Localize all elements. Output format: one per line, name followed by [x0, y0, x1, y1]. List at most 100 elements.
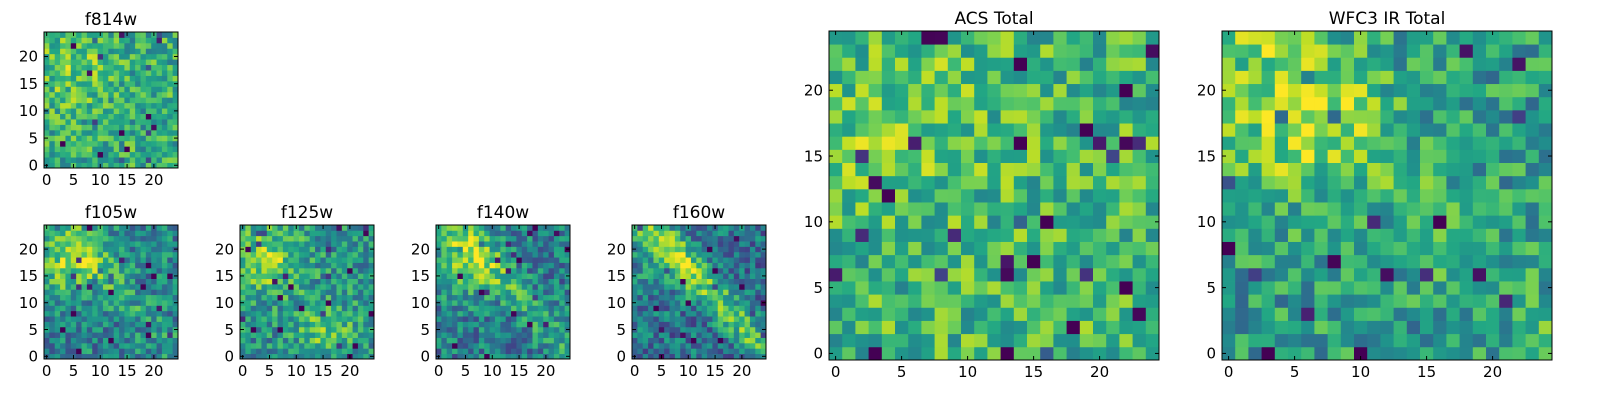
- heatmap-cell: [341, 332, 348, 338]
- heatmap-cell: [54, 283, 61, 290]
- heatmap-cell: [49, 86, 56, 93]
- heatmap-cell: [1393, 96, 1408, 111]
- heatmap-cell: [1066, 267, 1081, 282]
- heatmap-cell: [320, 326, 327, 333]
- heatmap-cell: [288, 337, 294, 344]
- heatmap-cell: [1340, 188, 1355, 203]
- heatmap-cell: [60, 70, 66, 76]
- heatmap-cell: [298, 235, 305, 242]
- heatmap-cell: [489, 305, 496, 312]
- heatmap-cell: [145, 140, 152, 147]
- heatmap-cell: [97, 91, 104, 98]
- heatmap-cell: [452, 241, 458, 247]
- heatmap-cell: [728, 300, 735, 306]
- heatmap-cell: [70, 64, 77, 71]
- heatmap-cell: [1288, 294, 1302, 308]
- heatmap-cell: [76, 53, 82, 60]
- heatmap-cell: [664, 230, 670, 237]
- heatmap-cell: [532, 262, 539, 269]
- heatmap-cell: [161, 342, 168, 349]
- heatmap-cell: [537, 326, 544, 333]
- heatmap-cell: [172, 113, 179, 120]
- y-tick-label: 20: [1197, 81, 1216, 99]
- heatmap-cell: [489, 283, 496, 290]
- heatmap-cell: [76, 283, 82, 290]
- heatmap-cell: [1499, 31, 1513, 45]
- heatmap-cell: [484, 300, 490, 306]
- heatmap-cell: [658, 289, 665, 296]
- heatmap-cell: [895, 149, 909, 163]
- heatmap-cell: [1538, 123, 1553, 137]
- heatmap-cell: [49, 235, 56, 242]
- y-tick-label: 10: [19, 294, 38, 312]
- heatmap-cell: [934, 109, 949, 124]
- heatmap-cell: [532, 348, 539, 355]
- heatmap-cell: [1538, 228, 1553, 242]
- heatmap-cell: [658, 235, 665, 242]
- heatmap-cell: [733, 326, 740, 333]
- heatmap-cell: [685, 283, 692, 290]
- heatmap-cell: [1420, 333, 1434, 348]
- heatmap-cell: [685, 273, 692, 279]
- heatmap-cell: [272, 262, 278, 269]
- heatmap-cell: [1433, 346, 1447, 361]
- heatmap-cell: [1314, 162, 1328, 177]
- heatmap-cell: [49, 241, 56, 247]
- heatmap-cell: [934, 57, 949, 71]
- heatmap-cell: [707, 241, 713, 247]
- heatmap-cell: [564, 225, 571, 231]
- heatmap-cell: [352, 353, 359, 360]
- heatmap-cell: [65, 97, 72, 104]
- x-tick-label: 15: [118, 171, 137, 189]
- x-tick-label: 15: [314, 362, 333, 380]
- heatmap-cell: [266, 310, 273, 317]
- heatmap-cell: [1093, 188, 1107, 203]
- heatmap-cell: [527, 294, 533, 301]
- heatmap-cell: [473, 305, 480, 312]
- heatmap-cell: [113, 230, 120, 237]
- heatmap-cell: [293, 257, 300, 263]
- heatmap-cell: [108, 108, 115, 114]
- heatmap-cell: [357, 230, 364, 237]
- heatmap-cell: [505, 225, 512, 231]
- heatmap-cell: [1380, 228, 1394, 242]
- heatmap-cell: [961, 96, 975, 111]
- heatmap-cell: [1433, 215, 1447, 229]
- heatmap-cell: [167, 289, 174, 296]
- heatmap-cell: [298, 316, 305, 322]
- heatmap-cell: [81, 86, 88, 93]
- heatmap-cell: [108, 64, 115, 71]
- heatmap-cell: [1106, 162, 1120, 177]
- heatmap-cell: [1499, 281, 1513, 295]
- heatmap-cell: [500, 230, 507, 237]
- heatmap-cell: [690, 283, 697, 290]
- heatmap-cell: [690, 278, 697, 285]
- heatmap-cell: [76, 32, 82, 38]
- heatmap-cell: [124, 305, 131, 312]
- heatmap-cell: [76, 37, 82, 44]
- heatmap-cell: [1261, 44, 1276, 58]
- heatmap-cell: [347, 283, 353, 290]
- heatmap-cell: [974, 57, 988, 71]
- heatmap-cell: [108, 342, 115, 349]
- heatmap-cell: [452, 235, 458, 242]
- heatmap-cell: [1248, 215, 1262, 229]
- heatmap-cell: [1367, 31, 1381, 45]
- heatmap-cell: [543, 294, 549, 301]
- heatmap-cell: [548, 342, 555, 349]
- heatmap-cell: [102, 267, 109, 274]
- heatmap-cell: [172, 157, 179, 163]
- heatmap-cell: [320, 283, 327, 290]
- heatmap-cell: [65, 37, 72, 44]
- x-tick-label: 10: [679, 362, 698, 380]
- heatmap-cell: [1053, 96, 1067, 111]
- heatmap-cell: [92, 124, 98, 131]
- heatmap-cell: [1459, 83, 1474, 98]
- heatmap-cell: [1301, 136, 1315, 150]
- heatmap-cell: [733, 289, 740, 296]
- heatmap-cell: [1027, 162, 1041, 177]
- heatmap-cell: [1288, 267, 1302, 282]
- heatmap-cell: [947, 136, 962, 150]
- heatmap-cell: [161, 235, 168, 242]
